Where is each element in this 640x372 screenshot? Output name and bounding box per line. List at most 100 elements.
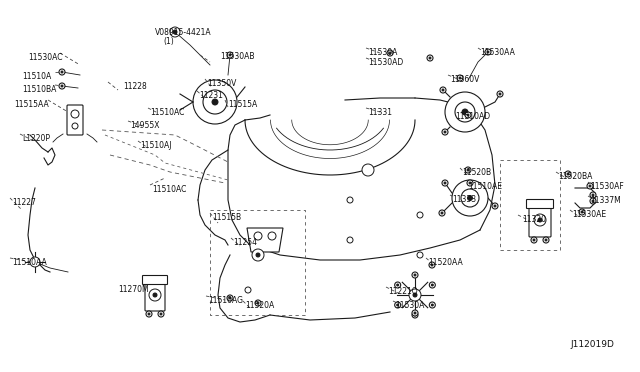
Circle shape bbox=[455, 102, 475, 122]
Circle shape bbox=[395, 282, 401, 288]
Circle shape bbox=[441, 212, 443, 214]
Circle shape bbox=[170, 27, 180, 37]
Circle shape bbox=[444, 182, 446, 184]
Text: 11520B: 11520B bbox=[462, 168, 491, 177]
Circle shape bbox=[467, 196, 472, 201]
Circle shape bbox=[494, 205, 496, 207]
Text: 11337M: 11337M bbox=[590, 196, 621, 205]
Circle shape bbox=[581, 211, 583, 213]
Circle shape bbox=[389, 52, 391, 54]
Circle shape bbox=[61, 85, 63, 87]
Circle shape bbox=[254, 232, 262, 240]
Circle shape bbox=[579, 209, 585, 215]
Circle shape bbox=[173, 30, 177, 34]
Circle shape bbox=[592, 200, 594, 202]
Circle shape bbox=[30, 257, 40, 267]
Circle shape bbox=[245, 287, 251, 293]
Circle shape bbox=[590, 198, 596, 204]
Circle shape bbox=[212, 99, 218, 105]
Circle shape bbox=[497, 91, 503, 97]
Circle shape bbox=[252, 249, 264, 261]
Circle shape bbox=[203, 90, 227, 114]
Circle shape bbox=[409, 289, 421, 301]
Circle shape bbox=[412, 312, 418, 318]
Circle shape bbox=[442, 180, 448, 186]
FancyBboxPatch shape bbox=[527, 199, 554, 208]
Circle shape bbox=[362, 164, 374, 176]
Circle shape bbox=[445, 92, 485, 132]
Circle shape bbox=[412, 310, 418, 316]
Text: 11520BA: 11520BA bbox=[558, 172, 593, 181]
Circle shape bbox=[457, 75, 463, 81]
Text: 11221Q: 11221Q bbox=[388, 287, 418, 296]
Circle shape bbox=[465, 167, 471, 173]
Text: 11227: 11227 bbox=[12, 198, 36, 207]
Text: 11331: 11331 bbox=[368, 108, 392, 117]
Circle shape bbox=[255, 300, 261, 306]
Circle shape bbox=[459, 77, 461, 79]
Circle shape bbox=[417, 212, 423, 218]
Circle shape bbox=[589, 185, 591, 187]
Text: 11350V: 11350V bbox=[207, 79, 236, 88]
Text: 11228: 11228 bbox=[123, 82, 147, 91]
Circle shape bbox=[543, 237, 549, 243]
Circle shape bbox=[442, 89, 444, 91]
Circle shape bbox=[499, 93, 501, 95]
Circle shape bbox=[462, 109, 468, 115]
Circle shape bbox=[395, 302, 401, 308]
Circle shape bbox=[397, 304, 399, 306]
Circle shape bbox=[412, 272, 418, 278]
Text: 11510AA: 11510AA bbox=[12, 258, 47, 267]
Circle shape bbox=[487, 51, 489, 53]
Circle shape bbox=[229, 297, 231, 299]
Circle shape bbox=[387, 50, 393, 56]
Circle shape bbox=[193, 80, 237, 124]
Circle shape bbox=[431, 284, 433, 286]
FancyBboxPatch shape bbox=[529, 203, 551, 237]
Circle shape bbox=[467, 180, 473, 186]
Circle shape bbox=[444, 131, 446, 133]
Text: 11520AA: 11520AA bbox=[428, 258, 463, 267]
Circle shape bbox=[442, 129, 448, 135]
Text: 11515B: 11515B bbox=[212, 213, 241, 222]
Circle shape bbox=[439, 210, 445, 216]
Circle shape bbox=[592, 194, 594, 196]
Circle shape bbox=[227, 295, 233, 301]
Text: 11510AC: 11510AC bbox=[152, 185, 186, 194]
Text: 11510AC: 11510AC bbox=[150, 108, 184, 117]
Circle shape bbox=[429, 302, 435, 308]
Text: 11510A: 11510A bbox=[22, 72, 51, 81]
Circle shape bbox=[146, 311, 152, 317]
Text: 11530A: 11530A bbox=[368, 48, 397, 57]
Circle shape bbox=[492, 203, 498, 209]
Circle shape bbox=[461, 189, 479, 207]
Text: 11530AF: 11530AF bbox=[590, 182, 624, 191]
Text: 11254: 11254 bbox=[233, 238, 257, 247]
Circle shape bbox=[485, 49, 491, 55]
Text: 11510AJ: 11510AJ bbox=[140, 141, 172, 150]
Circle shape bbox=[414, 314, 416, 316]
Text: 11515AA: 11515AA bbox=[14, 100, 49, 109]
Circle shape bbox=[413, 293, 417, 297]
Circle shape bbox=[545, 239, 547, 241]
Text: 11270M: 11270M bbox=[118, 285, 148, 294]
Text: L1220P: L1220P bbox=[22, 134, 50, 143]
Text: 11530AA: 11530AA bbox=[480, 48, 515, 57]
Circle shape bbox=[467, 114, 469, 116]
FancyBboxPatch shape bbox=[143, 276, 168, 285]
Circle shape bbox=[414, 312, 416, 314]
Text: 11320: 11320 bbox=[522, 215, 546, 224]
Text: 11515A: 11515A bbox=[228, 100, 257, 109]
Circle shape bbox=[534, 214, 546, 226]
Circle shape bbox=[429, 57, 431, 59]
Text: V08915-4421A: V08915-4421A bbox=[155, 28, 212, 37]
FancyBboxPatch shape bbox=[67, 105, 83, 135]
Circle shape bbox=[533, 239, 535, 241]
Circle shape bbox=[153, 293, 157, 297]
Text: 14955X: 14955X bbox=[130, 121, 159, 130]
Circle shape bbox=[429, 282, 435, 288]
Text: 11530AB: 11530AB bbox=[220, 52, 255, 61]
Circle shape bbox=[590, 192, 596, 198]
Circle shape bbox=[469, 182, 471, 184]
Text: 11510AG: 11510AG bbox=[208, 296, 243, 305]
